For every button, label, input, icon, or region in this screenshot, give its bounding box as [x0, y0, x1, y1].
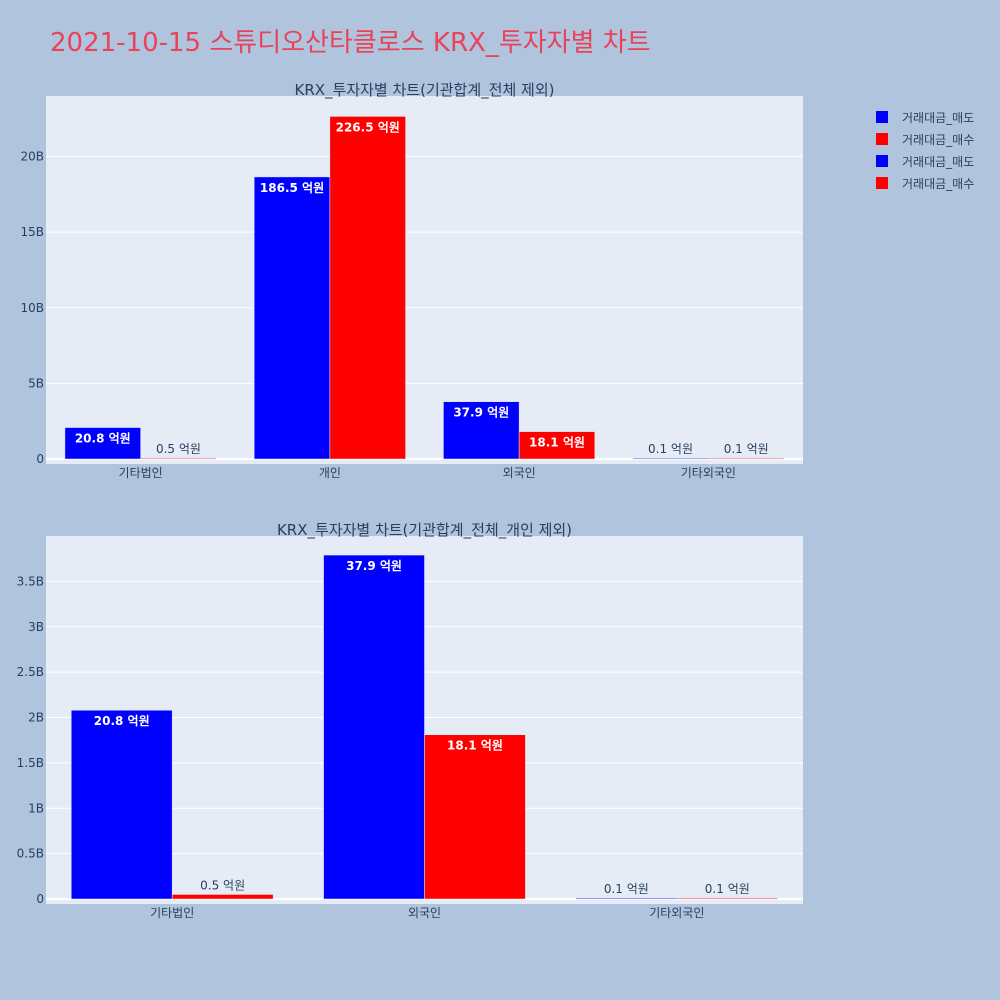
y-tick-label: 0.5B [17, 847, 44, 861]
legend-item-buy[interactable]: 거래대금_매수 [876, 172, 974, 194]
bar [70, 709, 173, 900]
y-tick-label: 10B [20, 301, 44, 315]
bar-value-label: 0.1 억원 [648, 442, 693, 456]
chart-2: 0 0.5B 1B 1.5B 2B 2.5B 3B 3.5B KRX_투자자별 차트(기관합계_… [17, 521, 803, 920]
y-tick-label: 15B [20, 225, 44, 239]
legend-label: 거래대금_매도 [902, 110, 975, 125]
y-tick-label: 20B [20, 150, 44, 164]
bar-value-label: 18.1 억원 [447, 739, 503, 753]
y-tick-label: 0 [36, 892, 44, 906]
legend-swatch [876, 133, 888, 145]
legend-label: 거래대금_매수 [902, 176, 975, 191]
chart-title: KRX_투자자별 차트(기관합계_전체_개인 제외) [277, 521, 572, 540]
bar-value-label: 20.8 억원 [75, 432, 131, 446]
y-tick-label: 3.5B [17, 574, 44, 588]
bar [253, 176, 331, 460]
bar [171, 894, 274, 900]
bar-value-label: 37.9 억원 [453, 406, 509, 420]
bar-value-label: 20.8 억원 [94, 714, 150, 728]
bar [323, 554, 425, 900]
bar [708, 457, 785, 460]
bar-value-label: 0.1 억원 [604, 882, 649, 896]
y-tick-label: 2B [28, 711, 44, 725]
bar-value-label: 0.5 억원 [200, 878, 245, 892]
bar [424, 734, 526, 900]
bar-value-label: 0.1 억원 [724, 442, 769, 456]
bar [518, 431, 596, 460]
page-title: 2021-10-15 스튜디오산타클로스 KRX_투자자별 차트 [50, 28, 651, 58]
chart-title: KRX_투자자별 차트(기관합계_전체 제외) [295, 81, 555, 100]
x-tick-label: 기타법인 [150, 906, 194, 920]
bar-value-label: 186.5 억원 [260, 181, 324, 195]
legend-swatch [876, 155, 888, 167]
bar-value-label: 226.5 억원 [336, 120, 400, 134]
legend-label: 거래대금_매수 [902, 132, 975, 147]
legend-item-sell[interactable]: 거래대금_매도 [876, 150, 974, 172]
legend-swatch [876, 111, 888, 123]
legend-item-sell[interactable]: 거래대금_매도 [876, 106, 974, 128]
legend-item-buy[interactable]: 거래대금_매수 [876, 128, 974, 150]
plot-area [46, 96, 803, 464]
x-tick-label: 기타외국인 [649, 906, 704, 920]
legend-label: 거래대금_매도 [902, 154, 975, 169]
bar-value-label: 0.5 억원 [156, 442, 201, 456]
y-tick-label: 1B [28, 801, 44, 815]
chart-1: 0 5B 10B 15B 20B KRX_투자자별 차트(기관합계_전체 제외) 기타법인 2… [20, 81, 803, 480]
y-tick-label: 5B [28, 376, 44, 390]
x-tick-label: 개인 [319, 466, 341, 480]
bar [329, 116, 406, 460]
bar-value-label: 0.1 억원 [705, 882, 750, 896]
y-tick-label: 2.5B [17, 665, 44, 679]
x-tick-label: 외국인 [503, 466, 536, 480]
bar [64, 427, 141, 460]
x-tick-label: 외국인 [408, 906, 441, 920]
bar [632, 457, 709, 460]
legend-swatch [876, 177, 888, 189]
bar [575, 897, 678, 900]
x-tick-label: 기타법인 [119, 466, 163, 480]
bar [443, 401, 520, 460]
y-tick-label: 1.5B [17, 756, 44, 770]
x-tick-label: 기타외국인 [681, 466, 736, 480]
bar [140, 457, 217, 460]
y-tick-label: 3B [28, 620, 44, 634]
legend: 거래대금_매도 거래대금_매수 거래대금_매도 거래대금_매수 [876, 106, 974, 194]
bar-value-label: 37.9 억원 [346, 559, 402, 573]
bar-value-label: 18.1 억원 [529, 436, 585, 450]
bar [676, 897, 779, 900]
y-tick-label: 0 [36, 452, 44, 466]
